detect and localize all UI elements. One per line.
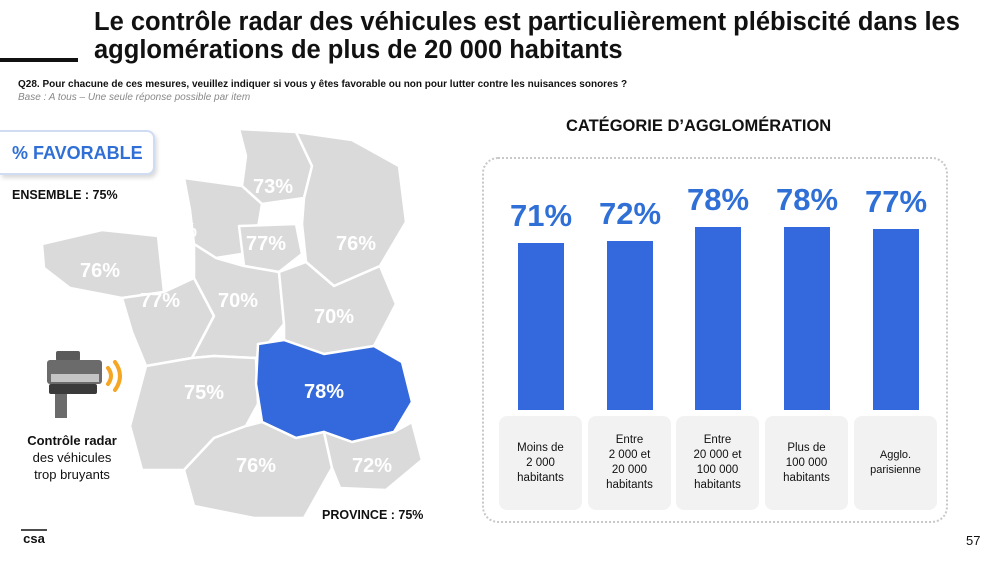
category-label-line: 2 000 [526,456,555,469]
page-number: 57 [966,533,981,548]
province-score: PROVINCE : 75% [322,508,424,522]
favorable-badge: % FAVORABLE [0,130,155,175]
category-label-line: 100 000 [785,456,828,469]
category-label-line: 100 000 [696,464,739,476]
category-label-line: parisienne [870,464,921,476]
category-label-line: Entre [703,434,732,446]
category-label-line: 20 000 [611,464,648,476]
ensemble-score: ENSEMBLE : 75% [12,188,118,202]
france-map [40,127,424,520]
bar-1 [518,243,564,410]
bar-5 [873,229,919,410]
map-label-centre-val-de-loire: 70% [218,290,259,312]
category-label-line: Agglo. [879,449,912,461]
page-title: Le contrôle radar des véhicules est part… [94,8,960,64]
map-label-occitanie: 76% [236,455,277,477]
map-region-paca [322,420,424,492]
bar-value-label-5: 77% [864,184,928,220]
chart-frame [482,157,948,523]
category-label-line: habitants [517,471,564,484]
radar-caption: Contrôle radar des véhicules trop bruyan… [8,432,136,483]
chart-title: CATÉGORIE D’AGGLOMÉRATION [566,117,832,135]
category-label-line: habitants [694,479,741,491]
bar-value-label-2: 72% [598,195,662,231]
map-region-grand-est [294,130,408,288]
category-label-line: Entre [615,434,644,446]
category-label-line: 20 000 et [693,449,742,461]
bar-value-label-4: 78% [775,181,839,217]
map-label-ile-de-france: 77% [246,233,287,255]
bar-2 [607,240,653,410]
bar-4 [784,226,830,410]
map-label-auvergne-rhone-alpes: 78% [304,381,345,403]
map-label-bretagne: 76% [80,260,121,282]
category-label-1: Moins de 2 000 habitants [499,416,582,510]
map-region-bourgogne-franche-comte [277,260,398,356]
category-label-line: habitants [783,471,830,484]
map-label-grand-est: 76% [336,233,377,255]
category-label-line: 2 000 et [608,449,651,461]
radar-caption-line-3: trop bruyants [34,467,110,482]
radar-caption-line-2: des véhicules [32,450,112,465]
map-label-bourgogne-franche-comte: 70% [314,306,355,328]
csa-logo: csa [21,529,47,546]
favorable-badge-label: % FAVORABLE [12,143,143,163]
map-label-paca: 72% [352,455,393,477]
category-label-line: Plus de [787,441,826,454]
map-label-nouvelle-aquitaine: 75% [184,382,225,404]
map-region-ile-de-france [237,222,304,274]
map-label-normandie: 76% [157,220,198,242]
category-label-line: Moins de [517,441,564,454]
category-label-line: habitants [606,479,653,491]
base-note: Base : A tous – Une seule réponse possib… [18,92,251,103]
speed-camera-icon [47,351,122,418]
category-label-3: Entre 20 000 et 100 000 habitants [676,416,759,510]
bar-3 [695,226,741,410]
category-label-5: Agglo. parisienne [854,416,937,510]
csa-logo-text: csa [23,531,45,546]
bar-value-label-1: 71% [509,198,573,234]
radar-caption-title: Contrôle radar [27,433,117,448]
title-accent-line [0,58,78,62]
bar-value-label-3: 78% [686,181,750,217]
category-label-2: Entre 2 000 et 20 000 habitants [588,416,671,510]
question-text: Q28. Pour chacune de ces mesures, veuill… [18,79,628,90]
category-label-4: Plus de 100 000 habitants [765,416,848,510]
map-label-pays-de-la-loire: 77% [140,290,181,312]
map-label-hauts-de-france: 73% [253,176,294,198]
